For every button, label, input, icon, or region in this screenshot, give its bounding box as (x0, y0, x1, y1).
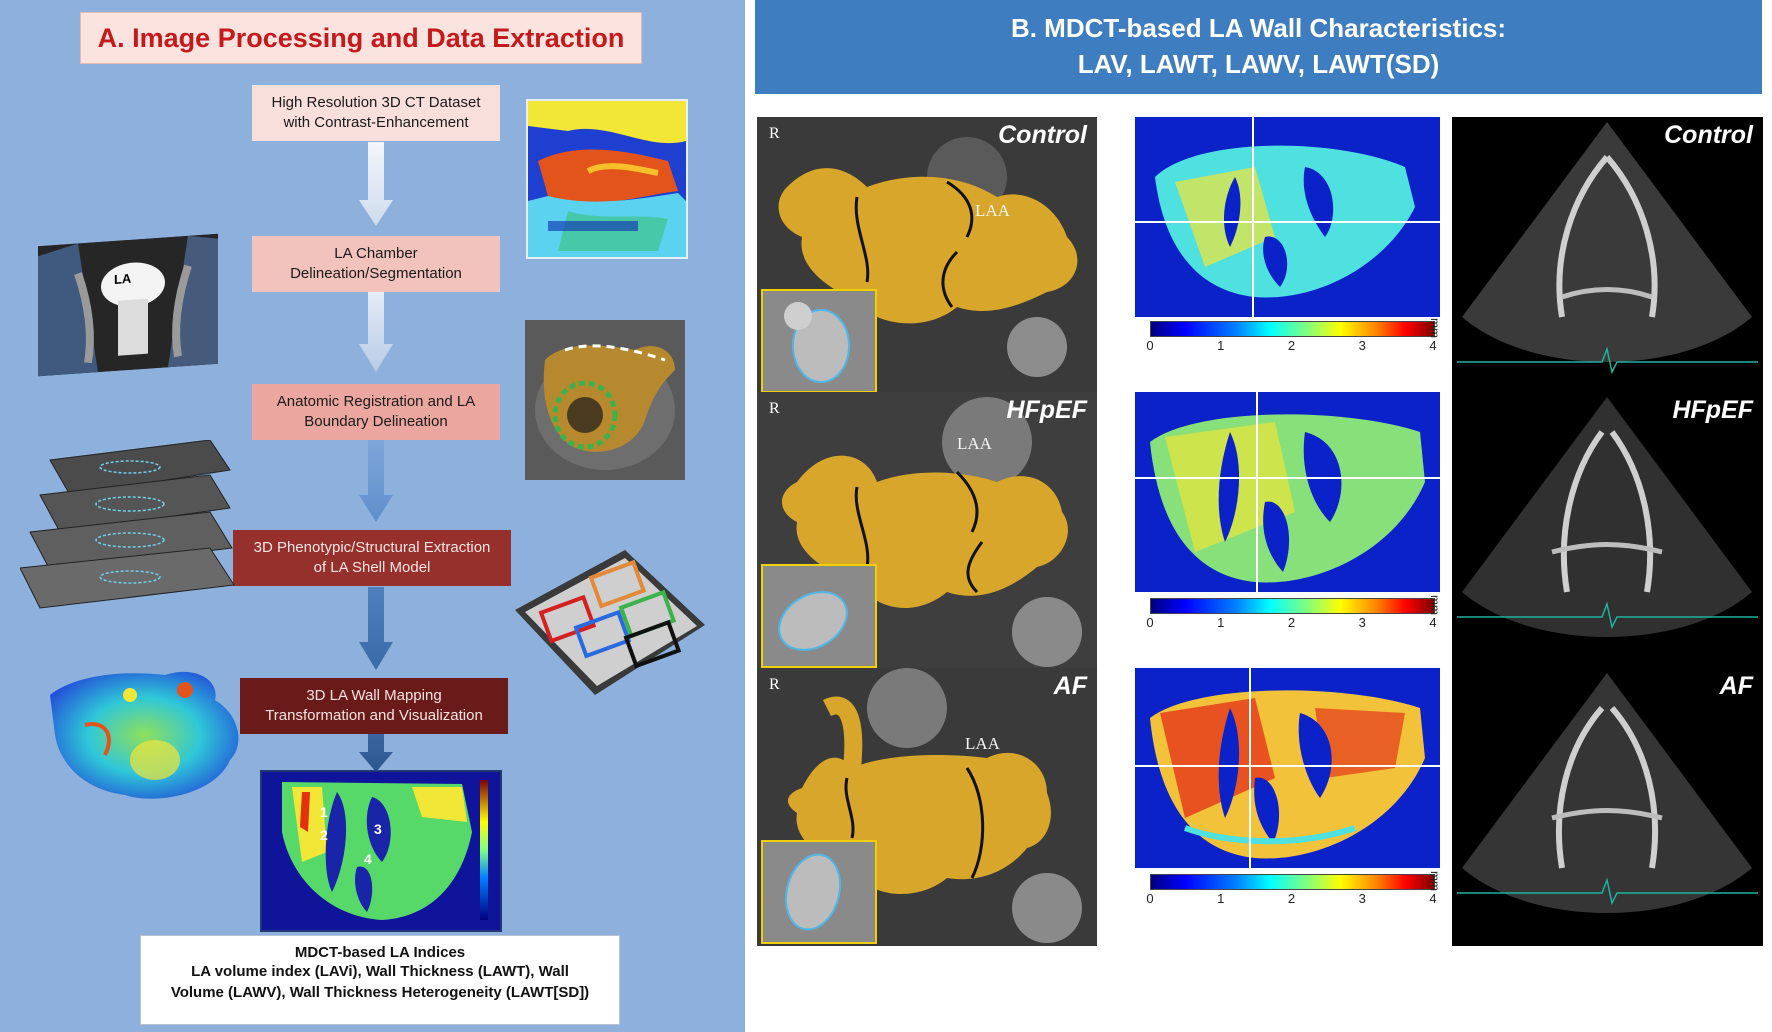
step-wall-mapping: 3D LA Wall Mapping Transformation and Vi… (240, 678, 508, 734)
cbar-tick: 4 (1429, 338, 1437, 353)
thickness-map-control (1135, 117, 1440, 317)
echo-image-control: Control (1452, 117, 1763, 395)
ct-inset-af (761, 840, 877, 944)
cbar-tick: 2 (1287, 615, 1296, 630)
row-label-af-echo: AF (1719, 672, 1753, 700)
orientation-marker: R (769, 400, 780, 417)
map-region-3: 3 (374, 821, 382, 837)
cbar-tick: 1 (1217, 615, 1225, 630)
la-3d-model-image (525, 320, 685, 480)
colorbar-ticks-control: 0 1 2 3 4 (1146, 338, 1437, 354)
colorbar-unit: mm (1428, 318, 1442, 338)
la-indices-box: MDCT-based LA Indices LA volume index (L… (140, 935, 620, 1025)
echo-image-hfpef: HFpEF (1452, 392, 1763, 670)
arrow-step3-to-step4 (359, 440, 393, 522)
cbar-tick: 1 (1217, 891, 1225, 906)
cbar-tick: 0 (1146, 891, 1154, 906)
ct-inset-control (761, 289, 877, 393)
panel-a-title-box: A. Image Processing and Data Extraction (80, 12, 642, 64)
flow-arrows (359, 142, 393, 772)
indices-title: MDCT-based LA Indices (294, 944, 466, 961)
cbar-tick: 0 (1146, 338, 1154, 353)
echo-image-af: AF (1452, 668, 1763, 946)
cbar-tick: 1 (1217, 338, 1225, 353)
panel-b-wall-characteristics: B. MDCT-based LA Wall Characteristics: L… (745, 0, 1772, 1032)
indices-line-2: Volume (LAWV), Wall Thickness Heterogene… (170, 984, 590, 1001)
cbar-tick: 0 (1146, 615, 1154, 630)
step-ct-dataset: High Resolution 3D CT Dataset with Contr… (252, 85, 500, 141)
orientation-marker: R (769, 676, 780, 693)
colorbar-hfpef (1150, 598, 1435, 614)
3d-wall-mesh-image (45, 665, 245, 805)
cbar-tick: 4 (1429, 891, 1437, 906)
stacked-ct-slices-image (20, 440, 240, 610)
row-label-control: Control (998, 121, 1087, 149)
cbar-tick: 2 (1287, 891, 1296, 906)
ct-anatomy-control: R Control LAA (757, 117, 1097, 395)
chest-ct-3d-image: LA (38, 233, 218, 377)
ct-anatomy-hfpef: R HFpEF LAA (757, 392, 1097, 670)
thickness-map-af (1135, 668, 1440, 868)
laa-label: LAA (975, 201, 1010, 220)
colorbar-unit: mm (1428, 871, 1442, 891)
step-segmentation: LA Chamber Delineation/Segmentation (252, 236, 500, 292)
panel-a-image-processing: A. Image Processing and Data Extraction … (0, 0, 745, 1032)
wall-thickness-map-a: 1 2 3 4 (260, 770, 502, 932)
panel-b-header: B. MDCT-based LA Wall Characteristics: L… (755, 0, 1762, 94)
panel-a-title: A. Image Processing and Data Extraction (97, 22, 625, 53)
thickness-map-hfpef (1135, 392, 1440, 592)
laa-label: LAA (957, 434, 992, 453)
colorbar-ticks-hfpef: 0 1 2 3 4 (1146, 615, 1437, 631)
row-label-control-echo: Control (1664, 121, 1753, 149)
map-region-2: 2 (320, 827, 328, 843)
colorbar-af (1150, 874, 1435, 890)
chest-la-label: LA (114, 271, 132, 287)
arrow-step2-to-step3 (359, 292, 393, 372)
colorbar-ticks-af: 0 1 2 3 4 (1146, 891, 1437, 907)
ct-colormap-slice-image (526, 99, 688, 259)
arrow-step1-to-step2 (359, 142, 393, 226)
step-shell-extraction: 3D Phenotypic/Structural Extraction of L… (233, 530, 511, 586)
cbar-tick: 2 (1287, 338, 1296, 353)
laa-label: LAA (965, 734, 1000, 753)
colorbar-unit: mm (1428, 595, 1442, 615)
cbar-tick: 3 (1358, 338, 1366, 353)
orientation-marker: R (769, 125, 780, 142)
row-label-hfpef: HFpEF (1006, 396, 1087, 424)
panel-b-title-line1: B. MDCT-based LA Wall Characteristics: (1010, 13, 1507, 43)
colorbar-control (1150, 321, 1435, 337)
indices-line-1: LA volume index (LAVi), Wall Thickness (… (191, 963, 569, 980)
row-label-af: AF (1053, 672, 1087, 700)
arrow-step4-to-step5 (359, 587, 393, 670)
3d-slab-regions-image (515, 550, 705, 700)
row-label-hfpef-echo: HFpEF (1672, 396, 1753, 424)
cbar-tick: 4 (1429, 615, 1437, 630)
arrow-step5-to-map (359, 734, 393, 772)
cbar-tick: 3 (1358, 891, 1366, 906)
ct-anatomy-af: R AF LAA (757, 668, 1097, 946)
step-registration: Anatomic Registration and LA Boundary De… (252, 384, 500, 440)
map-region-4: 4 (364, 851, 372, 867)
ct-inset-hfpef (761, 564, 877, 668)
map-region-1: 1 (320, 804, 328, 820)
panel-b-title-line2: LAV, LAWT, LAWV, LAWT(SD) (1077, 49, 1440, 79)
cbar-tick: 3 (1358, 615, 1366, 630)
